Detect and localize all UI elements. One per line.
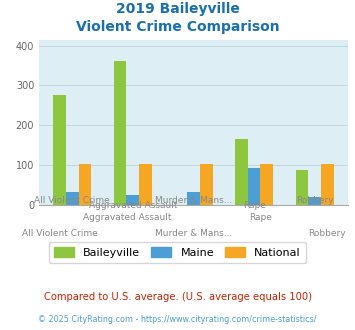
Bar	[66, 192, 78, 205]
Bar	[296, 170, 308, 205]
Text: Aggravated Assault: Aggravated Assault	[89, 201, 177, 210]
Text: 2019 Baileyville: 2019 Baileyville	[116, 2, 239, 16]
Bar	[78, 164, 91, 205]
Bar	[114, 61, 126, 205]
Text: Robbery: Robbery	[308, 229, 346, 238]
Bar	[53, 95, 66, 205]
Bar	[139, 164, 152, 205]
Text: All Violent Crime: All Violent Crime	[34, 196, 110, 205]
Text: Rape: Rape	[243, 201, 266, 210]
Bar	[308, 197, 321, 205]
Bar	[321, 164, 334, 205]
Text: Murder & Mans...: Murder & Mans...	[155, 229, 232, 238]
Text: Murder & Mans...: Murder & Mans...	[155, 196, 232, 205]
Bar	[261, 164, 273, 205]
Bar	[187, 192, 200, 205]
Text: © 2025 CityRating.com - https://www.cityrating.com/crime-statistics/: © 2025 CityRating.com - https://www.city…	[38, 315, 317, 324]
Legend: Baileyville, Maine, National: Baileyville, Maine, National	[49, 242, 306, 263]
Bar	[126, 195, 139, 205]
Text: All Violent Crime: All Violent Crime	[22, 229, 98, 238]
Text: Robbery: Robbery	[296, 196, 334, 205]
Text: Aggravated Assault: Aggravated Assault	[82, 213, 171, 222]
Bar	[200, 164, 213, 205]
Bar	[248, 168, 261, 205]
Text: Rape: Rape	[249, 213, 272, 222]
Text: Violent Crime Comparison: Violent Crime Comparison	[76, 20, 279, 34]
Text: Compared to U.S. average. (U.S. average equals 100): Compared to U.S. average. (U.S. average …	[44, 292, 311, 302]
Bar	[235, 139, 248, 205]
